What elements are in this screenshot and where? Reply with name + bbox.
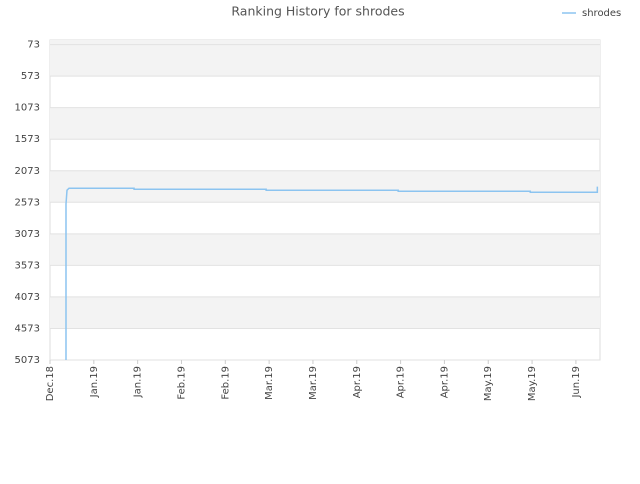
x-tick-label: Mar.19: [308, 366, 319, 400]
y-tick-label: 4573: [15, 323, 40, 334]
y-tick-label: 3073: [15, 229, 40, 240]
y-tick-label: 4073: [15, 292, 40, 303]
x-tick-label: Feb.19: [220, 366, 231, 400]
y-tick-label: 1573: [15, 134, 40, 145]
x-tick-label: Jan.19: [89, 366, 100, 398]
x-tick-label: May.19: [483, 366, 494, 401]
band: [50, 170, 600, 203]
x-tick-label: Jun.19: [571, 366, 582, 399]
band: [50, 44, 600, 77]
y-tick-label: 2573: [15, 197, 40, 208]
y-tick-label: 73: [27, 40, 40, 51]
x-tick-label: May.19: [527, 366, 538, 401]
y-tick-label: 5073: [15, 355, 40, 366]
y-tick-label: 1073: [15, 103, 40, 114]
legend-label: shrodes: [582, 8, 621, 19]
x-tick-label: Jan.19: [133, 366, 144, 398]
band: [50, 107, 600, 140]
x-tick-label: Apr.19: [352, 366, 363, 398]
y-tick-label: 573: [21, 71, 40, 82]
chart-title: Ranking History for shrodes: [231, 4, 404, 19]
x-tick-label: Dec.18: [45, 366, 56, 401]
x-tick-label: Apr.19: [439, 366, 450, 398]
x-tick-label: Apr.19: [396, 366, 407, 398]
x-tick-label: Mar.19: [264, 366, 275, 400]
line: [65, 186, 599, 360]
band: [50, 296, 600, 329]
x-tick-label: Feb.19: [176, 366, 187, 400]
band: [50, 233, 600, 266]
y-tick-label: 3573: [15, 260, 40, 271]
y-tick-label: 2073: [15, 166, 40, 177]
band: [50, 40, 600, 45]
